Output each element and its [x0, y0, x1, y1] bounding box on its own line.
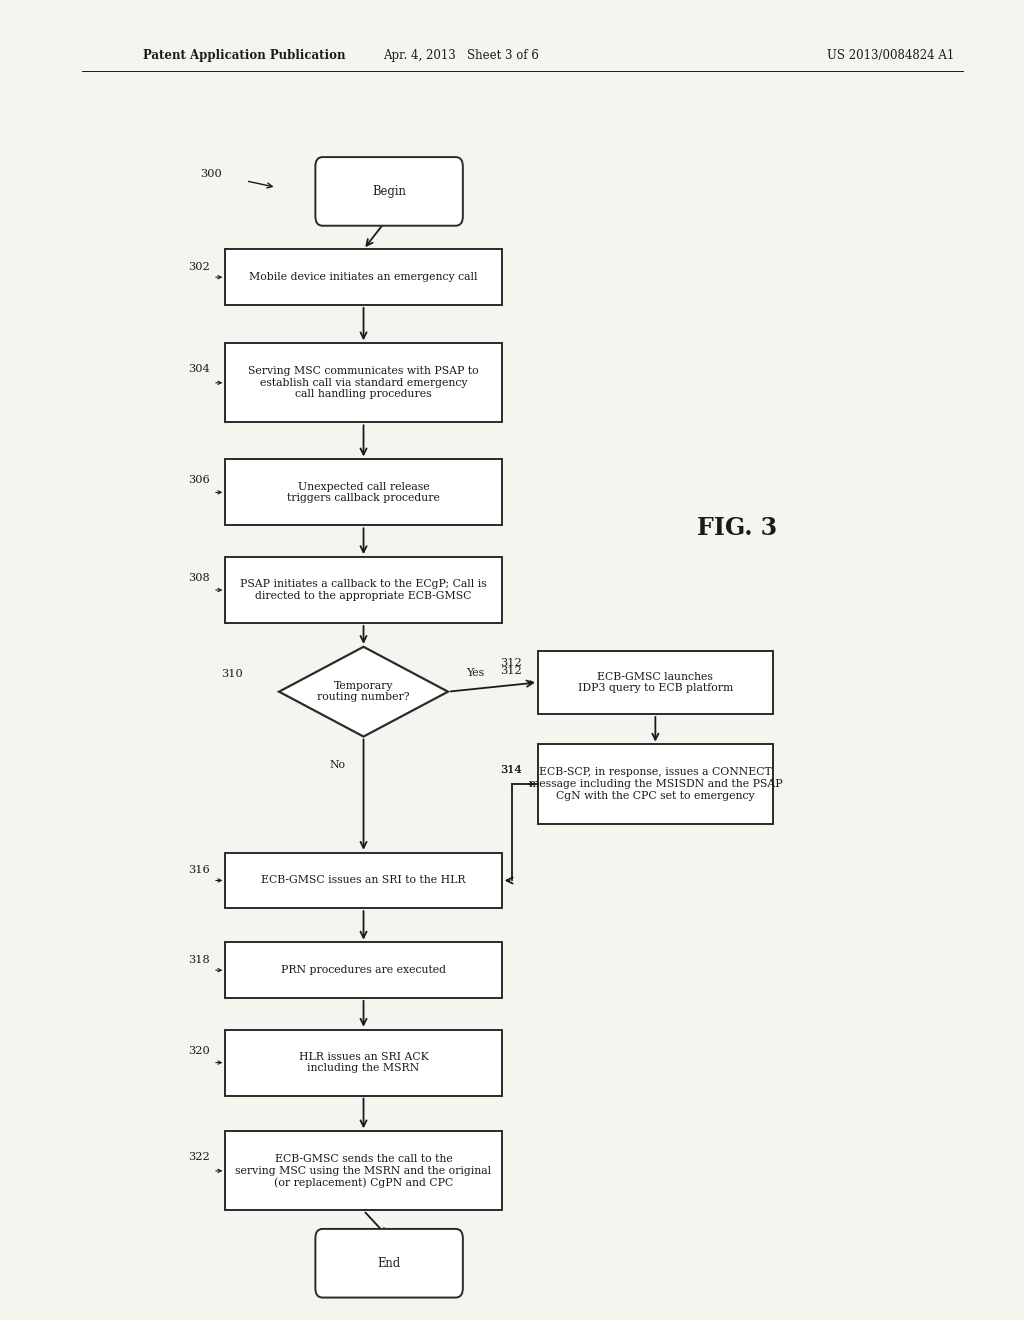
- Text: 300: 300: [200, 169, 221, 180]
- Bar: [225, 942, 502, 998]
- Text: 306: 306: [188, 475, 210, 486]
- Text: 322: 322: [188, 1151, 210, 1162]
- Bar: [225, 1030, 502, 1096]
- Text: No: No: [329, 760, 345, 771]
- FancyBboxPatch shape: [315, 157, 463, 226]
- Text: ECB-GMSC issues an SRI to the HLR: ECB-GMSC issues an SRI to the HLR: [261, 875, 466, 886]
- Text: 310: 310: [221, 669, 243, 678]
- Text: 314: 314: [501, 764, 522, 775]
- Text: HLR issues an SRI ACK
including the MSRN: HLR issues an SRI ACK including the MSRN: [299, 1052, 428, 1073]
- Bar: [225, 853, 502, 908]
- Text: 312: 312: [501, 667, 522, 676]
- Bar: [225, 459, 502, 525]
- Text: FIG. 3: FIG. 3: [697, 516, 777, 540]
- Text: 312: 312: [501, 659, 522, 668]
- Text: 308: 308: [188, 573, 210, 583]
- Text: PRN procedures are executed: PRN procedures are executed: [281, 965, 446, 975]
- Text: PSAP initiates a callback to the ECgP; Call is
directed to the appropriate ECB-G: PSAP initiates a callback to the ECgP; C…: [241, 579, 486, 601]
- Text: ECB-GMSC launches
IDP3 query to ECB platform: ECB-GMSC launches IDP3 query to ECB plat…: [578, 672, 733, 693]
- Text: Patent Application Publication: Patent Application Publication: [143, 49, 346, 62]
- Text: Temporary
routing number?: Temporary routing number?: [317, 681, 410, 702]
- Polygon shape: [279, 647, 449, 737]
- Bar: [538, 744, 773, 824]
- Text: 314: 314: [501, 764, 522, 775]
- Text: US 2013/0084824 A1: US 2013/0084824 A1: [827, 49, 954, 62]
- Text: Apr. 4, 2013   Sheet 3 of 6: Apr. 4, 2013 Sheet 3 of 6: [383, 49, 539, 62]
- Text: 320: 320: [188, 1045, 210, 1056]
- Text: End: End: [378, 1257, 400, 1270]
- Bar: [538, 651, 773, 714]
- Text: 316: 316: [188, 866, 210, 875]
- Bar: [225, 557, 502, 623]
- Text: Serving MSC communicates with PSAP to
establish call via standard emergency
call: Serving MSC communicates with PSAP to es…: [248, 366, 479, 400]
- Text: Yes: Yes: [467, 668, 484, 678]
- Text: ECB-SCP, in response, issues a CONNECT
message including the MSISDN and the PSAP: ECB-SCP, in response, issues a CONNECT m…: [528, 767, 782, 801]
- Text: Unexpected call release
triggers callback procedure: Unexpected call release triggers callbac…: [287, 482, 440, 503]
- Text: 318: 318: [188, 956, 210, 965]
- Bar: [225, 343, 502, 422]
- Bar: [225, 249, 502, 305]
- Text: Begin: Begin: [372, 185, 407, 198]
- FancyBboxPatch shape: [315, 1229, 463, 1298]
- Text: Mobile device initiates an emergency call: Mobile device initiates an emergency cal…: [249, 272, 478, 282]
- Bar: [225, 1131, 502, 1210]
- Text: ECB-GMSC sends the call to the
serving MSC using the MSRN and the original
(or r: ECB-GMSC sends the call to the serving M…: [236, 1154, 492, 1188]
- Text: 304: 304: [188, 363, 210, 374]
- Text: 302: 302: [188, 263, 210, 272]
